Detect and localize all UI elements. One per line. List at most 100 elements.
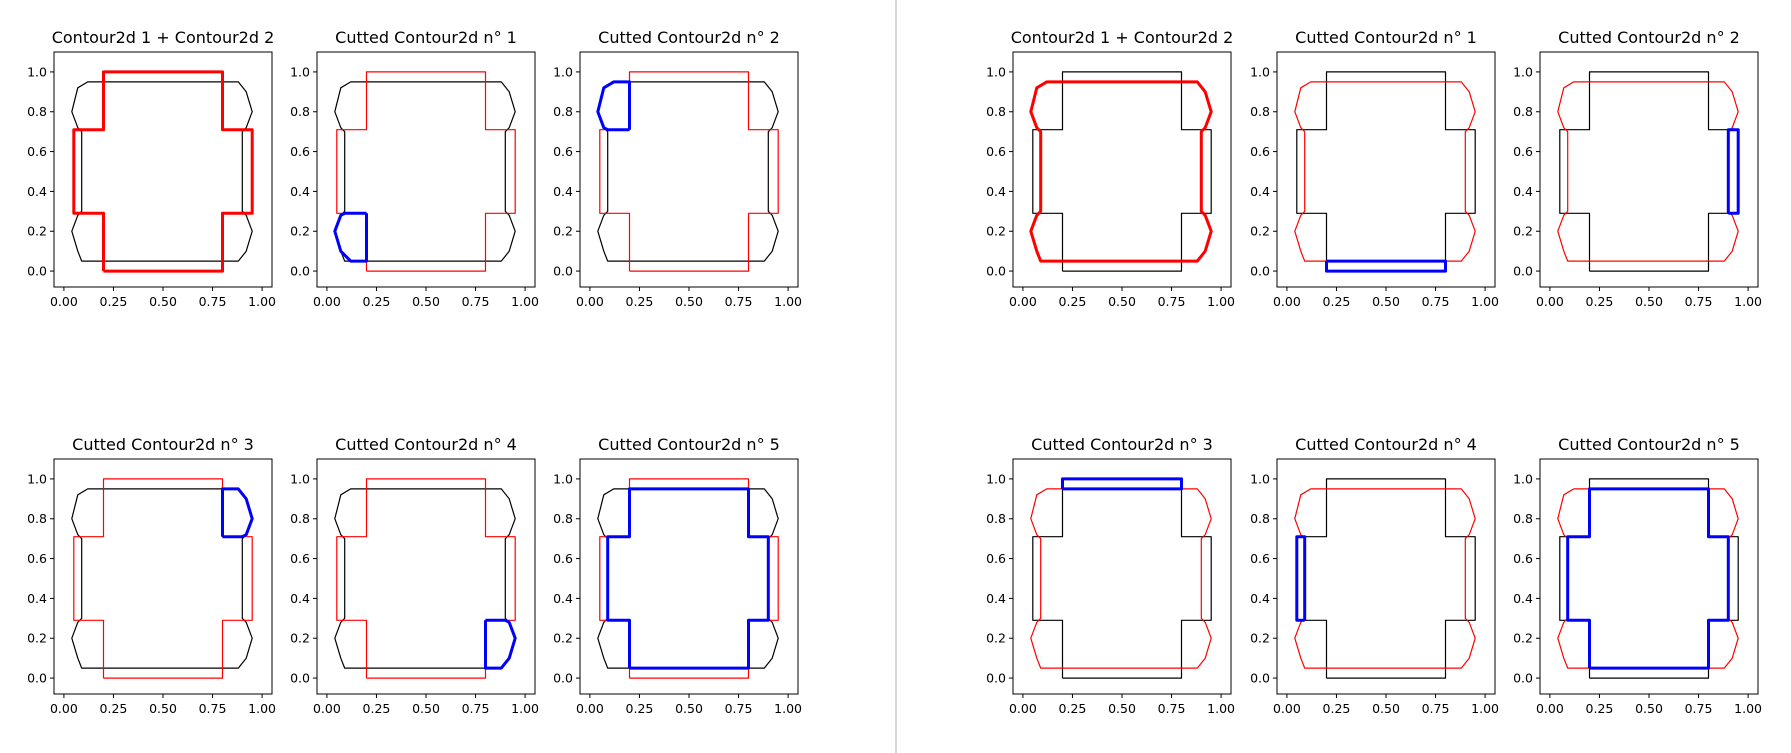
- x-tick-label: 0.75: [725, 294, 753, 309]
- subplot-10: Cutted Contour2d n° 3 0.00 0.25 0.50 0.75 1.0…: [986, 435, 1235, 716]
- y-tick-label: 0.0: [1513, 264, 1533, 279]
- subplot-7: Contour2d 1 + Contour2d 2 0.00 0.25 0.50 0.7…: [986, 28, 1235, 309]
- y-tick-label: 0.4: [553, 591, 573, 606]
- subplot-title: Cutted Contour2d n° 2: [1558, 28, 1740, 47]
- x-tick-label: 1.00: [1471, 294, 1499, 309]
- subplot-4: Cutted Contour2d n° 3 0.00 0.25 0.50 0.75 1.0…: [27, 435, 276, 716]
- x-tick-label: 0.50: [1108, 294, 1136, 309]
- x-tick-label: 0.00: [1536, 701, 1564, 716]
- y-tick-label: 1.0: [1513, 471, 1533, 486]
- y-tick-label: 1.0: [1513, 64, 1533, 79]
- x-tick-label: 0.75: [462, 701, 490, 716]
- y-tick-label: 0.4: [986, 591, 1006, 606]
- black-contour-line: [71, 488, 253, 669]
- y-tick-label: 0.2: [1250, 631, 1270, 646]
- y-tick-label: 0.6: [986, 144, 1006, 159]
- x-tick-label: 0.75: [199, 294, 227, 309]
- axes-frame: [579, 51, 799, 288]
- red-contour-line: [1557, 488, 1739, 669]
- y-tick-label: 0.0: [1513, 671, 1533, 686]
- y-tick-label: 0.0: [27, 264, 47, 279]
- y-tick-label: 1.0: [290, 64, 310, 79]
- blue-cut-contour-line: [1295, 535, 1307, 622]
- subplot-1: Contour2d 1 + Contour2d 2 0.00 0.25 0.50 0.7…: [27, 28, 276, 309]
- subplot-title: Cutted Contour2d n° 1: [335, 28, 517, 47]
- y-tick-label: 0.4: [290, 591, 310, 606]
- x-tick-label: 0.25: [100, 294, 128, 309]
- subplot-title: Cutted Contour2d n° 3: [72, 435, 254, 454]
- subplot-11: Cutted Contour2d n° 4 0.00 0.25 0.50 0.75 1.0…: [1250, 435, 1499, 716]
- y-tick-label: 0.8: [27, 104, 47, 119]
- y-tick-label: 0.6: [986, 551, 1006, 566]
- x-tick-label: 0.75: [462, 294, 490, 309]
- subplot-title: Cutted Contour2d n° 3: [1031, 435, 1213, 454]
- red-contour-line: [1294, 488, 1476, 669]
- y-tick-label: 0.6: [290, 144, 310, 159]
- y-tick-label: 0.4: [290, 184, 310, 199]
- y-tick-label: 0.8: [553, 104, 573, 119]
- x-tick-label: 0.25: [626, 701, 654, 716]
- y-tick-label: 0.2: [986, 631, 1006, 646]
- x-tick-label: 1.00: [1734, 294, 1762, 309]
- y-tick-label: 0.0: [986, 671, 1006, 686]
- y-tick-label: 0.2: [986, 224, 1006, 239]
- y-tick-label: 1.0: [1250, 64, 1270, 79]
- x-tick-label: 0.25: [626, 294, 654, 309]
- blue-cut-contour-line: [333, 211, 368, 263]
- y-tick-label: 0.2: [553, 224, 573, 239]
- y-tick-label: 0.6: [27, 144, 47, 159]
- x-tick-label: 0.75: [725, 701, 753, 716]
- y-tick-label: 0.0: [290, 671, 310, 686]
- x-tick-label: 1.00: [1471, 701, 1499, 716]
- y-tick-label: 0.2: [1513, 631, 1533, 646]
- subplot-6: Cutted Contour2d n° 5 0.00 0.25 0.50 0.75 1.0…: [553, 435, 802, 716]
- y-tick-label: 0.4: [986, 184, 1006, 199]
- blue-cut-contour-line: [1325, 259, 1447, 273]
- subplot-5: Cutted Contour2d n° 4 0.00 0.25 0.50 0.75 1.0…: [290, 435, 539, 716]
- y-tick-label: 0.6: [553, 144, 573, 159]
- y-tick-label: 1.0: [553, 64, 573, 79]
- y-tick-label: 0.8: [1250, 511, 1270, 526]
- y-tick-label: 0.6: [27, 551, 47, 566]
- black-contour-line: [597, 488, 779, 669]
- axes-frame: [1012, 458, 1232, 695]
- y-tick-label: 1.0: [27, 64, 47, 79]
- y-tick-label: 0.4: [1250, 591, 1270, 606]
- y-tick-label: 0.2: [290, 224, 310, 239]
- y-tick-label: 0.8: [290, 511, 310, 526]
- y-tick-label: 0.4: [27, 184, 47, 199]
- blue-cut-contour-line: [606, 487, 770, 670]
- blue-cut-contour-line: [1061, 477, 1183, 491]
- x-tick-label: 1.00: [1734, 701, 1762, 716]
- subplot-title: Cutted Contour2d n° 4: [335, 435, 517, 454]
- y-tick-label: 0.4: [553, 184, 573, 199]
- y-tick-label: 0.6: [553, 551, 573, 566]
- y-tick-label: 0.8: [553, 511, 573, 526]
- y-tick-label: 0.0: [1250, 671, 1270, 686]
- y-tick-label: 0.6: [1250, 551, 1270, 566]
- axes-frame: [1012, 51, 1232, 288]
- y-tick-label: 1.0: [1250, 471, 1270, 486]
- axes-frame: [53, 458, 273, 695]
- axes-frame: [1539, 51, 1759, 288]
- x-tick-label: 1.00: [511, 294, 539, 309]
- x-tick-label: 1.00: [1207, 294, 1235, 309]
- x-tick-label: 0.25: [100, 701, 128, 716]
- x-tick-label: 0.75: [199, 701, 227, 716]
- black-contour-line: [334, 488, 516, 669]
- black-contour-line: [1032, 71, 1212, 272]
- y-tick-label: 0.0: [553, 264, 573, 279]
- y-tick-label: 0.6: [1250, 144, 1270, 159]
- x-tick-label: 0.00: [313, 701, 341, 716]
- red-contour-line: [1030, 488, 1212, 669]
- blue-cut-contour-line: [1726, 128, 1740, 215]
- red-contour-line: [73, 478, 253, 679]
- black-contour-line: [71, 81, 253, 262]
- subplot-title: Cutted Contour2d n° 5: [1558, 435, 1740, 454]
- red-contour-line: [1029, 80, 1213, 263]
- x-tick-label: 0.25: [1059, 294, 1087, 309]
- black-contour-line: [597, 81, 779, 262]
- x-tick-label: 1.00: [774, 701, 802, 716]
- x-tick-label: 0.00: [576, 294, 604, 309]
